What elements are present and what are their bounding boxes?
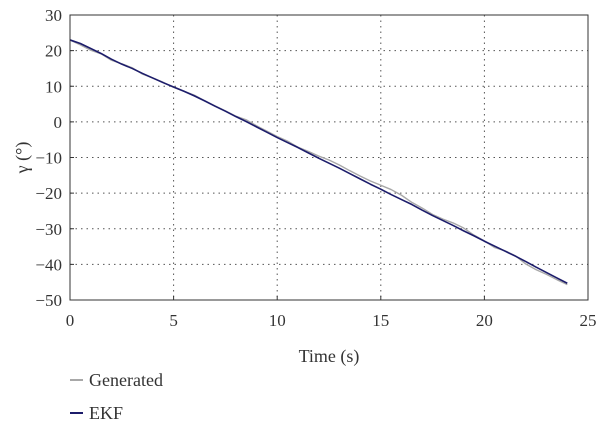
x-tick-label: 0 bbox=[66, 311, 75, 330]
y-axis-label: γ (°) bbox=[12, 142, 33, 175]
x-tick-label: 15 bbox=[372, 311, 389, 330]
legend: Generated EKF bbox=[70, 370, 163, 423]
x-tick-labels: 0 5 10 15 20 25 bbox=[66, 296, 597, 330]
y-tick-label: 20 bbox=[45, 42, 62, 61]
x-tick-label: 10 bbox=[269, 311, 286, 330]
y-tick-labels: 30 20 10 0 −10 −20 −30 −40 −50 bbox=[35, 6, 74, 310]
y-tick-label: 10 bbox=[45, 77, 62, 96]
x-axis-label: Time (s) bbox=[299, 346, 360, 367]
series-line-ekf bbox=[69, 39, 568, 284]
y-tick-label: −30 bbox=[35, 220, 62, 239]
y-tick-label: −20 bbox=[35, 184, 62, 203]
x-tick-label: 5 bbox=[169, 311, 178, 330]
y-tick-label: −40 bbox=[35, 255, 62, 274]
series-lines bbox=[69, 39, 568, 286]
series-line-generated bbox=[69, 39, 568, 286]
y-tick-label: −10 bbox=[35, 149, 62, 168]
x-tick-label: 25 bbox=[580, 311, 597, 330]
legend-label-generated: Generated bbox=[89, 370, 163, 390]
y-tick-label: 30 bbox=[45, 6, 62, 25]
legend-label-ekf: EKF bbox=[89, 403, 123, 423]
y-tick-label: −50 bbox=[35, 291, 62, 310]
x-tick-label: 20 bbox=[476, 311, 493, 330]
grid-lines bbox=[70, 15, 588, 300]
y-tick-label: 0 bbox=[54, 113, 63, 132]
